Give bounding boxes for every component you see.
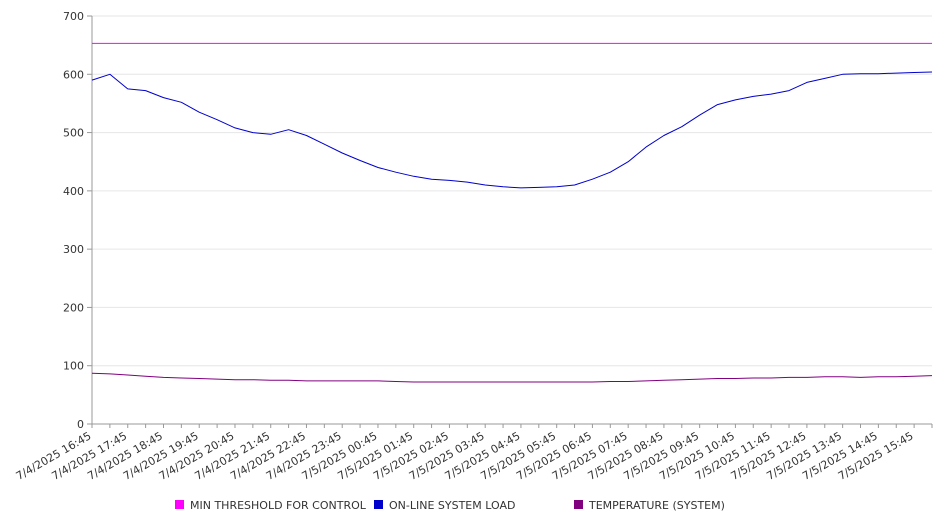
legend-label-1: ON-LINE SYSTEM LOAD: [389, 499, 515, 512]
y-tick-label: 500: [63, 127, 84, 140]
y-tick-label: 700: [63, 10, 84, 23]
y-tick-label: 200: [63, 301, 84, 314]
x-axis-ticks: 7/4/2025 16:457/4/2025 17:457/4/2025 18:…: [14, 424, 933, 483]
y-tick-label: 300: [63, 243, 84, 256]
y-tick-label: 600: [63, 68, 84, 81]
legend-label-0: MIN THRESHOLD FOR CONTROL: [190, 499, 367, 512]
grid-lines: [92, 15, 932, 367]
legend-swatch-0: [175, 500, 184, 509]
y-axis-ticks: 0 100 200 300 400 500 600 700: [63, 10, 92, 431]
axes: [91, 16, 932, 425]
legend-swatch-1: [374, 500, 383, 509]
legend: MIN THRESHOLD FOR CONTROL ON-LINE SYSTEM …: [175, 499, 725, 512]
y-tick-label: 0: [77, 418, 84, 431]
legend-label-2: TEMPERATURE (SYSTEM): [588, 499, 725, 512]
legend-swatch-2: [574, 500, 583, 509]
y-tick-label: 400: [63, 185, 84, 198]
series-lines: [91, 42, 933, 383]
series-line-1: [91, 71, 933, 189]
y-tick-label: 100: [63, 360, 84, 373]
series-line-2: [91, 372, 933, 383]
